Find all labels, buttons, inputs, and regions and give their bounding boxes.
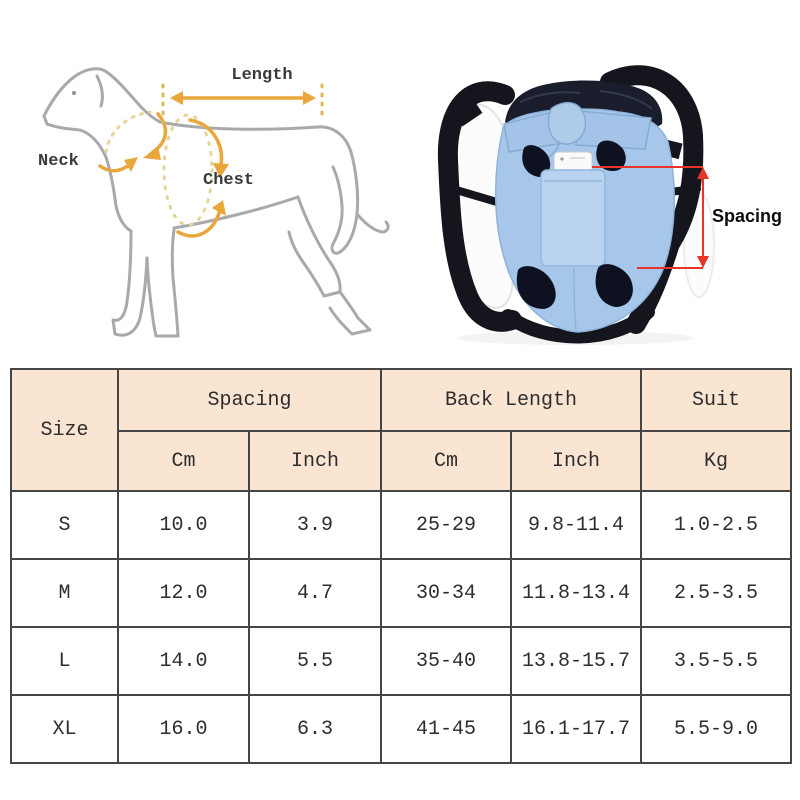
size-table: Size Spacing Back Length Suit Cm Inch Cm… <box>10 368 793 764</box>
cell-suit-kg: 1.0-2.5 <box>640 490 793 560</box>
cell-spacing-cm: 12.0 <box>117 558 250 628</box>
left-strap-buckle <box>454 100 483 127</box>
neck-measure-arrows <box>98 112 168 173</box>
waist-band <box>503 101 652 162</box>
table-header-row-units: Cm Inch Cm Inch Kg <box>11 430 793 492</box>
table-row-xl: XL 16.0 6.3 41-45 16.1-17.7 5.5-9.0 <box>10 694 793 764</box>
length-arrowhead-right <box>303 91 316 105</box>
right-armhole <box>596 140 626 171</box>
header-back-length-group: Back Length <box>380 368 643 432</box>
cell-back-cm: 30-34 <box>380 558 513 628</box>
cell-back-inch: 9.8-11.4 <box>510 490 643 560</box>
cell-spacing-inch: 6.3 <box>247 694 383 764</box>
cell-spacing-cm: 16.0 <box>117 694 250 764</box>
table-row-m: M 12.0 4.7 30-34 11.8-13.4 2.5-3.5 <box>10 558 793 628</box>
table-header-row-groups: Size Spacing Back Length Suit <box>10 368 793 492</box>
cell-suit-kg: 3.5-5.5 <box>640 626 793 696</box>
cell-back-cm: 41-45 <box>380 694 513 764</box>
header-size: Size <box>10 368 119 492</box>
table-row-l: L 14.0 5.5 35-40 13.8-15.7 3.5-5.5 <box>10 626 793 696</box>
length-arrowhead-left <box>170 91 183 105</box>
header-spacing-group: Spacing <box>116 368 383 432</box>
neck-dotted-line <box>104 110 152 154</box>
cell-spacing-inch: 4.7 <box>247 558 383 628</box>
cell-suit-kg: 2.5-3.5 <box>640 558 793 628</box>
cell-back-cm: 25-29 <box>380 490 513 560</box>
cell-spacing-cm: 14.0 <box>117 626 250 696</box>
dog-eye <box>72 91 76 95</box>
cell-suit-kg: 5.5-9.0 <box>640 694 793 764</box>
header-suit-group: Suit <box>640 368 793 432</box>
front-pocket <box>540 169 606 267</box>
length-annotation <box>161 83 324 128</box>
cell-size: XL <box>10 694 119 764</box>
chest-label: Chest <box>203 171 254 190</box>
header-spacing-inch: Inch <box>247 430 383 492</box>
neck-label: Neck <box>38 152 79 171</box>
dog-outline <box>42 67 390 338</box>
left-leghole <box>516 266 556 309</box>
header-back-cm: Cm <box>380 430 513 492</box>
chest-dotted-ellipse <box>162 113 214 227</box>
backpack-photo: Spacing <box>437 65 782 345</box>
waist-band-knot <box>547 101 587 145</box>
cell-size: S <box>10 490 119 560</box>
cell-back-cm: 35-40 <box>380 626 513 696</box>
cell-size: L <box>10 626 119 696</box>
length-label: Length <box>231 66 292 85</box>
left-armhole <box>522 145 551 177</box>
cell-back-inch: 11.8-13.4 <box>510 558 643 628</box>
spacing-photo-label: Spacing <box>712 206 782 226</box>
top-fabric-sheen <box>519 90 653 110</box>
bottom-seam <box>573 267 577 331</box>
spacing-bracket <box>592 166 709 269</box>
table-row-s: S 10.0 3.9 25-29 9.8-11.4 1.0-2.5 <box>10 490 793 560</box>
cell-size: M <box>10 558 119 628</box>
header-suit-kg: Kg <box>640 430 793 492</box>
cell-spacing-inch: 5.5 <box>247 626 383 696</box>
right-leghole <box>595 264 633 307</box>
cell-spacing-cm: 10.0 <box>117 490 250 560</box>
header-back-inch: Inch <box>510 430 643 492</box>
chest-measure-arrows <box>176 118 229 238</box>
cell-spacing-inch: 3.9 <box>247 490 383 560</box>
header-spacing-cm: Cm <box>117 430 250 492</box>
cell-back-inch: 13.8-15.7 <box>510 626 643 696</box>
dog-measurement-diagram: Length Neck Chest <box>38 66 390 338</box>
cell-back-inch: 16.1-17.7 <box>510 694 643 764</box>
